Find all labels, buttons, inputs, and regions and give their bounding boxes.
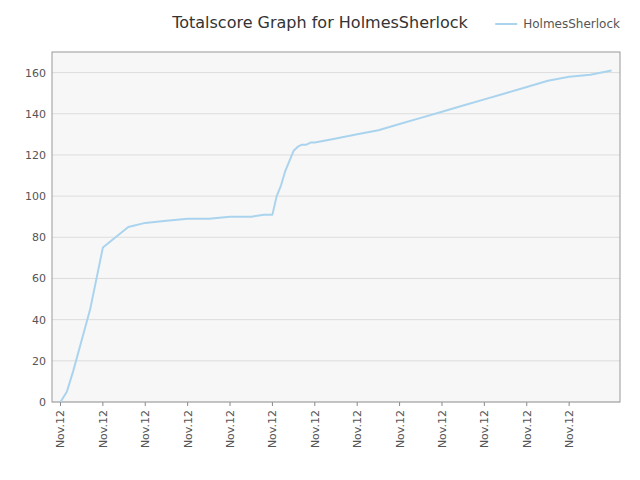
y-tick-label: 100 [25, 190, 46, 203]
y-tick-label: 120 [25, 149, 46, 162]
x-tick-label: Nov.12 [521, 410, 534, 448]
x-tick-label: Nov.12 [436, 410, 449, 448]
y-tick-label: 40 [32, 314, 46, 327]
y-tick-label: 80 [32, 231, 46, 244]
x-tick-label: Nov.12 [97, 410, 110, 448]
x-tick [60, 402, 61, 406]
x-tick-label: Nov.12 [224, 410, 237, 448]
x-tick [484, 402, 485, 406]
x-tick-label: Nov.12 [351, 410, 364, 448]
x-tick-label: Nov.12 [182, 410, 195, 448]
x-tick-label: Nov.12 [54, 410, 67, 448]
x-tick [399, 402, 400, 406]
legend-label: HolmesSherlock [523, 17, 620, 31]
x-tick [230, 402, 231, 406]
legend-swatch [495, 23, 517, 25]
x-tick [526, 402, 527, 406]
grid-line [52, 196, 620, 197]
y-tick-label: 0 [39, 396, 46, 409]
x-tick [569, 402, 570, 406]
x-tick-label: Nov.12 [139, 410, 152, 448]
y-tick-label: 140 [25, 108, 46, 121]
y-tick-label: 160 [25, 67, 46, 80]
grid-line [52, 319, 620, 320]
x-tick [441, 402, 442, 406]
x-tick-label: Nov.12 [478, 410, 491, 448]
plot-area [52, 52, 620, 402]
grid-line [52, 113, 620, 114]
y-tick-label: 60 [32, 272, 46, 285]
grid-line [52, 72, 620, 73]
x-tick-label: Nov.12 [266, 410, 279, 448]
y-grid [52, 73, 620, 402]
grid-line [52, 237, 620, 238]
x-tick [187, 402, 188, 406]
legend: HolmesSherlock [495, 17, 620, 31]
x-tick [272, 402, 273, 406]
x-tick [145, 402, 146, 406]
plot-frame [52, 52, 620, 402]
line [60, 71, 611, 402]
x-tick-label: Nov.12 [309, 410, 322, 448]
chart: 0 20 40 60 80 100 120 140 160 Nov.12 Nov.12 Nov.12 N… [0, 0, 640, 480]
grid-line [52, 154, 620, 155]
x-tick [314, 402, 315, 406]
series-group [60, 71, 611, 402]
grid-line [52, 278, 620, 279]
x-tick [357, 402, 358, 406]
y-tick-label: 20 [32, 355, 46, 368]
x-tick-label: Nov.12 [563, 410, 576, 448]
grid-line [52, 360, 620, 361]
x-tick-label: Nov.12 [394, 410, 407, 448]
x-tick [102, 402, 103, 406]
title: Totalscore Graph for HolmesSherlock [171, 13, 468, 32]
